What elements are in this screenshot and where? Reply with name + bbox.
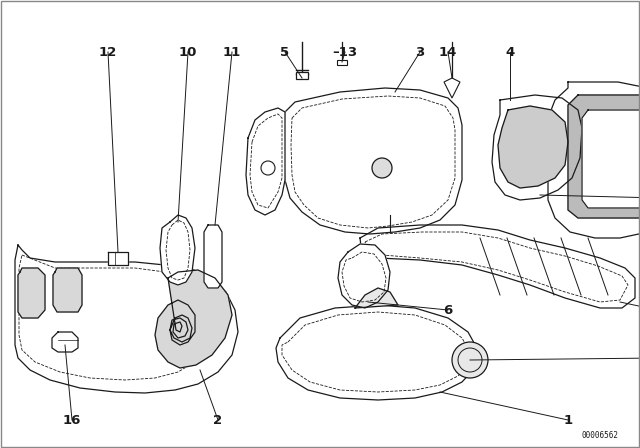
Polygon shape <box>355 288 398 308</box>
Text: 1: 1 <box>563 414 573 426</box>
Text: 6: 6 <box>444 303 452 316</box>
Polygon shape <box>276 305 478 400</box>
Text: 4: 4 <box>506 46 515 59</box>
Text: 10: 10 <box>179 46 197 59</box>
Polygon shape <box>498 106 568 188</box>
Text: –13: –13 <box>332 46 358 59</box>
Bar <box>337 60 347 65</box>
Polygon shape <box>246 108 285 215</box>
Polygon shape <box>338 244 390 308</box>
Polygon shape <box>582 110 640 208</box>
Text: 3: 3 <box>415 46 424 59</box>
Text: 14: 14 <box>439 46 457 59</box>
Polygon shape <box>568 95 640 218</box>
Polygon shape <box>155 270 232 368</box>
Polygon shape <box>444 78 460 98</box>
Text: 16: 16 <box>63 414 81 426</box>
Polygon shape <box>204 225 222 288</box>
Text: 11: 11 <box>223 46 241 59</box>
Circle shape <box>372 158 392 178</box>
Text: 00006562: 00006562 <box>581 431 618 440</box>
Polygon shape <box>283 88 462 234</box>
Polygon shape <box>548 82 640 238</box>
Polygon shape <box>15 245 238 393</box>
Polygon shape <box>18 268 45 318</box>
Circle shape <box>452 342 488 378</box>
Polygon shape <box>53 268 82 312</box>
Polygon shape <box>108 252 128 265</box>
Polygon shape <box>492 95 582 200</box>
Polygon shape <box>360 225 635 308</box>
Bar <box>296 72 308 79</box>
Polygon shape <box>52 332 78 352</box>
Text: 2: 2 <box>213 414 223 426</box>
Polygon shape <box>160 215 195 285</box>
Text: 5: 5 <box>280 46 289 59</box>
Text: 12: 12 <box>99 46 117 59</box>
